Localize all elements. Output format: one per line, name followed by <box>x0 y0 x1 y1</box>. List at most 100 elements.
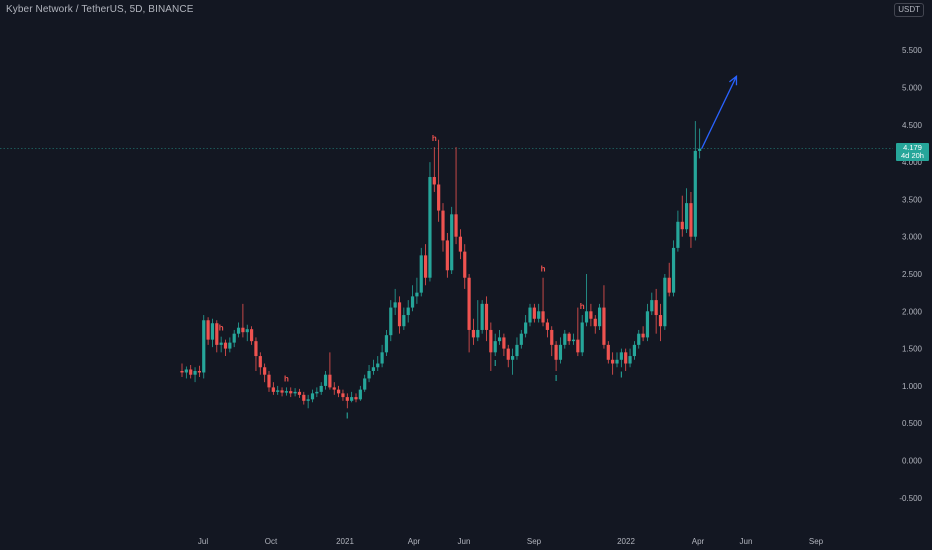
candle-body <box>515 344 519 357</box>
candle <box>567 332 571 345</box>
candle-body <box>567 333 571 342</box>
candle <box>606 341 610 364</box>
candle-body <box>428 177 432 278</box>
candle-body <box>254 341 258 357</box>
candle-body <box>345 397 349 401</box>
pivot-high-label: h <box>432 134 437 143</box>
y-tick-label: 2.000 <box>902 307 923 316</box>
candle <box>650 292 654 316</box>
candle-body <box>415 292 419 297</box>
candle <box>598 303 602 330</box>
candle-body <box>271 387 275 392</box>
candle <box>689 191 693 248</box>
candle-body <box>602 307 606 345</box>
last-price-badge: 4.179 4d 20h <box>896 143 929 161</box>
candle-body <box>519 333 523 345</box>
candle-body <box>637 333 641 345</box>
candle-body <box>471 329 476 338</box>
candle <box>415 277 419 304</box>
candle-body <box>624 352 628 364</box>
candle-body <box>497 337 502 342</box>
candle-body <box>267 374 271 388</box>
candle-body <box>215 323 219 345</box>
x-tick-label: Jun <box>740 537 753 546</box>
candle-body <box>641 333 645 338</box>
candle <box>297 388 302 398</box>
candle-body <box>476 329 480 338</box>
candle-body <box>632 344 636 357</box>
candle <box>615 352 619 368</box>
x-tick-label: Jun <box>458 537 471 546</box>
candle-body <box>506 348 510 360</box>
candle <box>624 348 628 371</box>
candle-body <box>437 184 441 211</box>
candle <box>289 387 293 398</box>
candle <box>376 356 380 371</box>
y-tick-label: 0.500 <box>902 419 923 428</box>
candle <box>593 315 597 334</box>
candle <box>471 318 476 345</box>
pivot-high-label: h <box>219 324 224 333</box>
arrow-head[interactable] <box>729 74 738 86</box>
candle <box>667 262 671 297</box>
candle-body <box>306 399 310 401</box>
candle-body <box>541 311 545 323</box>
candle-body <box>445 240 449 271</box>
candle <box>241 303 245 338</box>
candle-body <box>284 391 288 393</box>
candle <box>236 322 241 338</box>
candle-body <box>310 393 315 400</box>
candle-body <box>328 374 332 388</box>
candle-body <box>384 335 389 353</box>
candle <box>393 288 397 316</box>
candle <box>671 240 676 297</box>
candle-body <box>350 397 354 401</box>
candle-body <box>371 367 375 371</box>
candle <box>293 388 297 397</box>
candle <box>193 367 197 383</box>
candle-body <box>689 203 693 237</box>
candle <box>554 341 558 371</box>
pivot-high-label: h <box>580 302 585 311</box>
candle-body <box>537 311 541 319</box>
candle <box>658 303 663 342</box>
candle <box>497 329 502 345</box>
candle-body <box>397 302 402 327</box>
candle <box>580 315 584 357</box>
y-tick-label: 3.500 <box>902 195 923 204</box>
x-axis: Jul Oct 2021 Apr Jun Sep 2022 Apr Jun Sep <box>198 537 824 546</box>
candle <box>602 285 606 349</box>
candle <box>363 374 367 392</box>
x-tick-label: 2022 <box>617 537 635 546</box>
candle <box>645 303 650 342</box>
candle-body <box>245 329 249 333</box>
candle-body <box>223 342 228 349</box>
candle <box>280 387 284 397</box>
candle-body <box>236 327 241 334</box>
candle <box>515 337 519 360</box>
candle-body <box>202 320 206 373</box>
candle <box>319 382 323 395</box>
candle <box>384 329 389 357</box>
candle <box>663 274 667 330</box>
candle-body <box>228 342 232 349</box>
y-tick-label: 1.000 <box>902 382 923 391</box>
y-tick-label: 4.500 <box>902 121 923 130</box>
candle-body <box>658 315 663 327</box>
arrow-shaft[interactable] <box>701 76 738 149</box>
candle <box>502 333 506 357</box>
candle <box>467 274 471 353</box>
candle-body <box>241 327 245 333</box>
candle-body <box>524 322 528 334</box>
candle-body <box>663 277 667 327</box>
candle-body <box>598 307 602 327</box>
candle-body <box>645 311 650 338</box>
candle <box>397 296 402 334</box>
currency-button[interactable]: USDT <box>894 3 924 17</box>
candle-body <box>280 390 284 393</box>
candle <box>402 307 406 330</box>
candle <box>271 382 275 395</box>
candle-body <box>458 236 462 252</box>
candle-body <box>315 391 319 394</box>
